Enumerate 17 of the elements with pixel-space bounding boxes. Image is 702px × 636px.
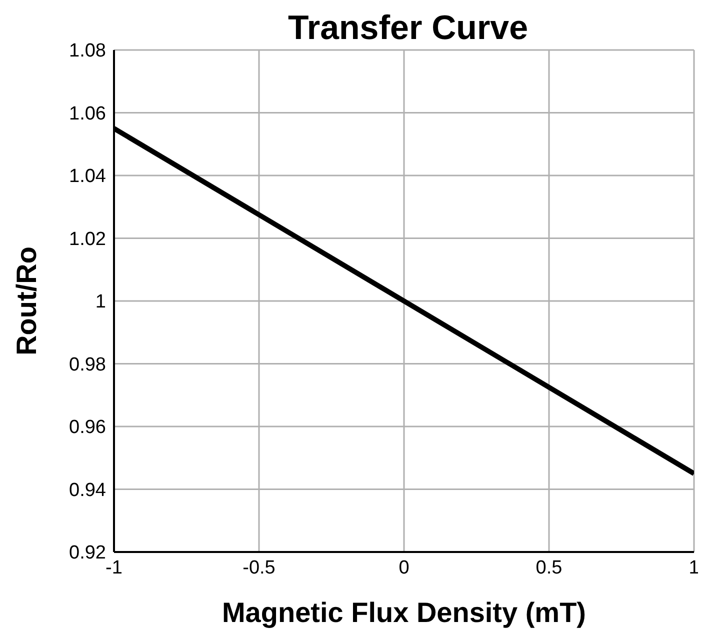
x-tick-label: -0.5 — [242, 557, 276, 578]
y-tick-label: 1 — [95, 292, 106, 313]
y-tick-label: 1.06 — [69, 103, 106, 124]
x-tick-label: 0 — [398, 557, 410, 578]
x-axis-title: Magnetic Flux Density (mT) — [222, 597, 586, 628]
y-tick-label: 1.04 — [69, 166, 106, 188]
y-axis-title: Rout/Ro — [10, 246, 42, 356]
y-tick-label: 0.96 — [69, 417, 106, 438]
x-tick-label: 0.5 — [536, 557, 562, 578]
y-tick-label: 1.02 — [69, 228, 106, 250]
x-tick-label: 1 — [688, 557, 700, 578]
y-tick-label: 0.94 — [69, 480, 106, 501]
x-tick-label: -1 — [106, 557, 122, 578]
y-tick-label: 1.08 — [69, 40, 106, 62]
y-tick-label: 0.92 — [69, 542, 106, 564]
chart-title: Transfer Curve — [287, 8, 529, 48]
y-tick-label: 0.98 — [69, 354, 106, 376]
